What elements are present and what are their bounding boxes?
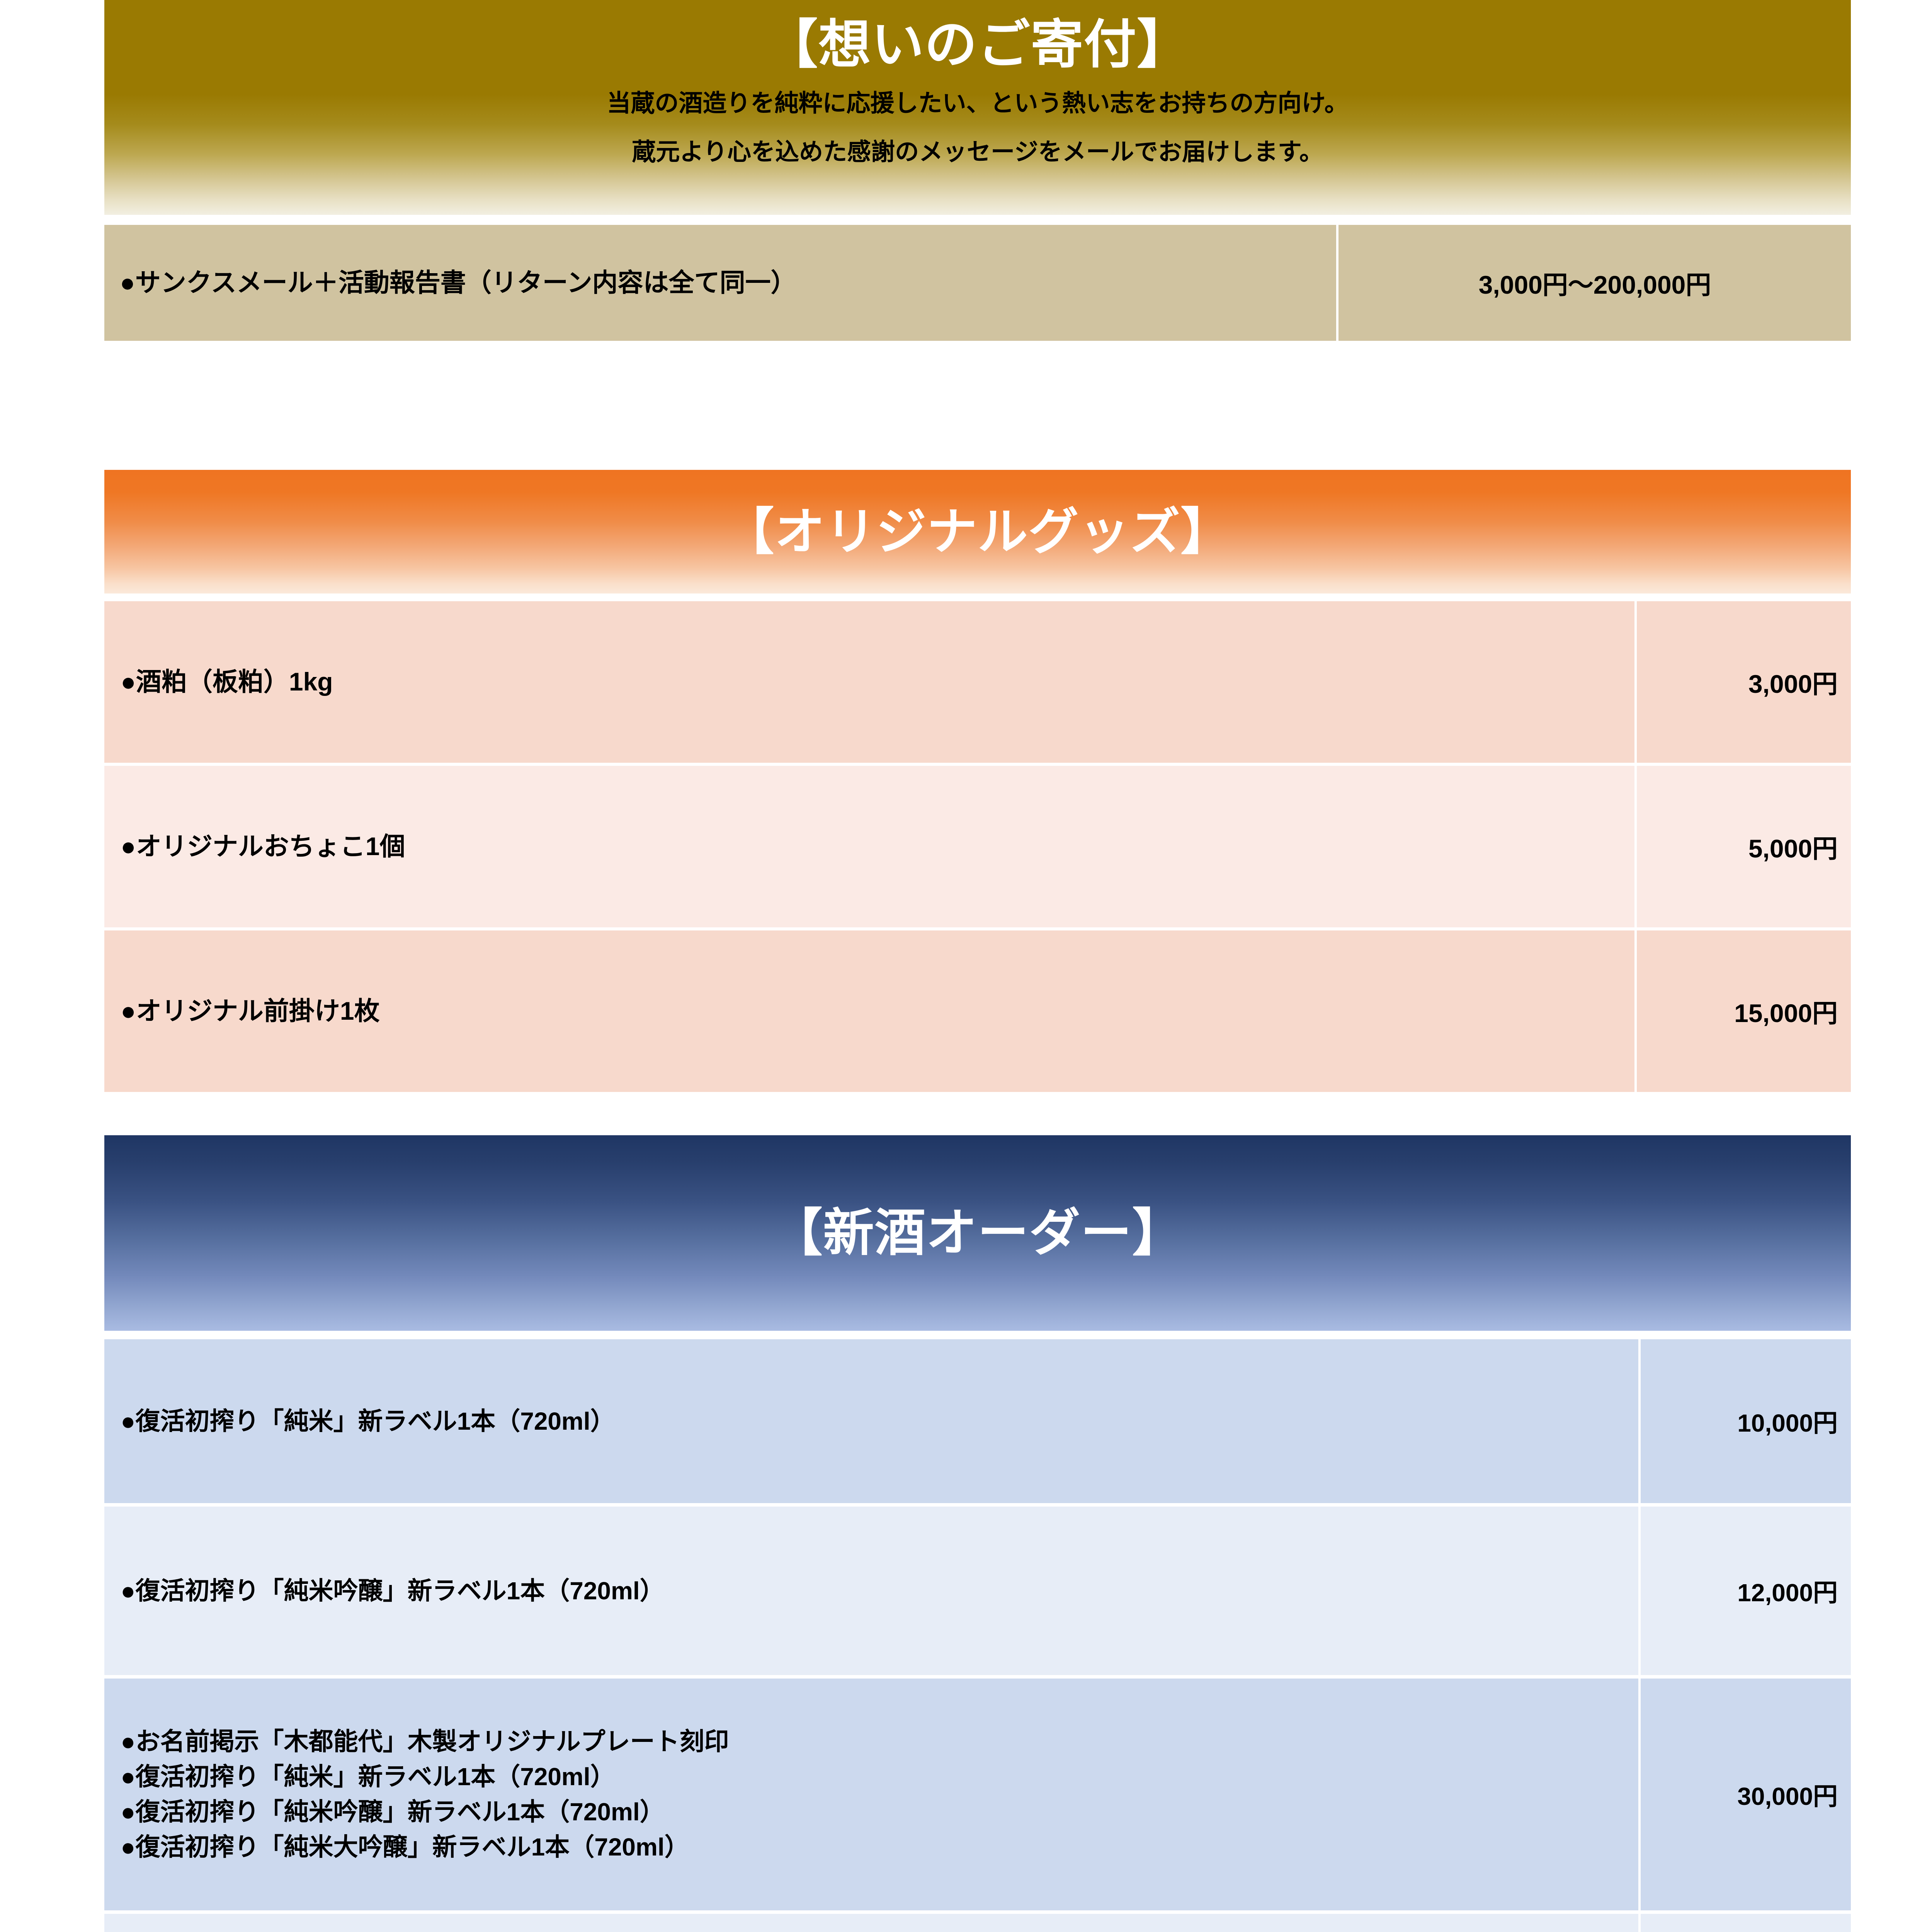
goods-title: 【オリジナルグッズ】 (724, 503, 1231, 560)
donation-header-banner: 【想いのご寄付】 当蔵の酒造りを純粋に応援したい、という熱い志をお持ちの方向け。… (104, 0, 1851, 215)
newsake-row-label: ●お名前掲示「木都能代」木製オリジナルプレート刻印 ●復活初搾り「純米」新ラベル… (104, 1724, 1638, 1865)
goods-row-label: ●オリジナル前掛け1枚 (121, 997, 380, 1026)
donation-subtitle-line-1: 当蔵の酒造りを純粋に応援したい、という熱い志をお持ちの方向け。 (607, 90, 1349, 117)
row-line: ●お名前掲示「木都能代」木製オリジナルプレート刻印 (121, 1728, 729, 1756)
table-row: ●お名前掲示「木都能代」木製オリジナルプレート刻印 ●復活初搾り コンプリートセ… (104, 1914, 1851, 1932)
section-original-goods: 【オリジナルグッズ】 ●酒粕（板粕）1kg 3,000円 ●オリジナルおちょこ1… (104, 470, 1851, 1092)
section-donation: 【想いのご寄付】 当蔵の酒造りを純粋に応援したい、という熱い志をお持ちの方向け。… (104, 0, 1851, 341)
newsake-row-list: ●復活初搾り「純米」新ラベル1本（720ml） 10,000円 ●復活初搾り「純… (104, 1339, 1851, 1932)
column-divider (1634, 601, 1637, 763)
donation-subtitle-line-2: 蔵元より心を込めた感謝のメッセージをメールでお届けします。 (632, 138, 1323, 165)
newsake-row-price: 10,000円 (1737, 1409, 1838, 1437)
goods-row-price: 15,000円 (1734, 999, 1838, 1027)
row-line: ●復活初搾り「純米」新ラベル1本（720ml） (121, 1763, 615, 1791)
goods-row-label: ●酒粕（板粕）1kg (121, 667, 333, 696)
column-divider (1638, 1339, 1641, 1503)
column-divider (1336, 225, 1338, 341)
goods-row-label: ●オリジナルおちょこ1個 (121, 832, 405, 861)
row-line: ●復活初搾り「純米大吟醸」新ラベル1本（720ml） (121, 1833, 689, 1861)
donation-title: 【想いのご寄付】 (765, 15, 1190, 74)
column-divider (1638, 1679, 1641, 1910)
row-line: ●復活初搾り「純米吟醸」新ラベル1本（720ml） (121, 1577, 665, 1605)
donation-row-label: ●サンクスメール＋活動報告書（リターン内容は全て同一） (120, 268, 796, 297)
goods-header-banner: 【オリジナルグッズ】 (104, 470, 1851, 594)
column-divider (1634, 766, 1637, 927)
table-row: ●復活初搾り「純米」新ラベル1本（720ml） 10,000円 (104, 1339, 1851, 1503)
table-row: ●復活初搾り「純米吟醸」新ラベル1本（720ml） 12,000円 (104, 1507, 1851, 1675)
table-row: ●オリジナル前掛け1枚 15,000円 (104, 930, 1851, 1092)
row-line: ●復活初搾り「純米吟醸」新ラベル1本（720ml） (121, 1798, 665, 1826)
table-row: ●酒粕（板粕）1kg 3,000円 (104, 601, 1851, 763)
donation-row-price: 3,000円〜200,000円 (1478, 270, 1711, 299)
newsake-row-label: ●復活初搾り「純米吟醸」新ラベル1本（720ml） (104, 1573, 1638, 1609)
newsake-row-label: ●復活初搾り「純米」新ラベル1本（720ml） (104, 1404, 1638, 1439)
column-divider (1634, 930, 1637, 1092)
newsake-header-banner: 【新酒オーダー】 (104, 1135, 1851, 1331)
row-line: ●復活初搾り「純米」新ラベル1本（720ml） (121, 1407, 615, 1435)
column-divider (1638, 1507, 1641, 1675)
table-row: ●お名前掲示「木都能代」木製オリジナルプレート刻印 ●復活初搾り「純米」新ラベル… (104, 1679, 1851, 1910)
donation-row: ●サンクスメール＋活動報告書（リターン内容は全て同一） 3,000円〜200,0… (104, 225, 1851, 341)
newsake-row-price: 12,000円 (1737, 1579, 1838, 1607)
newsake-row-price: 30,000円 (1737, 1782, 1838, 1810)
goods-row-list: ●酒粕（板粕）1kg 3,000円 ●オリジナルおちょこ1個 5,000円 ●オ… (104, 601, 1851, 1092)
section-new-sake-order: 【新酒オーダー】 ●復活初搾り「純米」新ラベル1本（720ml） 10,000円… (104, 1135, 1851, 1932)
table-row: ●オリジナルおちょこ1個 5,000円 (104, 766, 1851, 927)
goods-row-price: 5,000円 (1748, 834, 1838, 863)
column-divider (1638, 1914, 1641, 1932)
newsake-title: 【新酒オーダー】 (771, 1204, 1184, 1261)
goods-row-price: 3,000円 (1748, 670, 1838, 698)
